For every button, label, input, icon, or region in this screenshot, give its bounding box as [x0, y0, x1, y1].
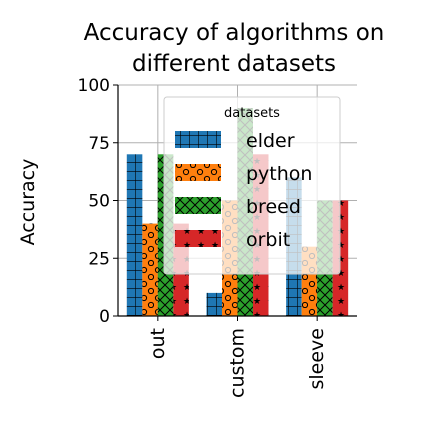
legend-item: orbit	[175, 229, 290, 251]
y-tick-label: 0	[99, 307, 110, 327]
legend-swatch-hatch	[175, 131, 221, 148]
legend-item: python	[175, 163, 312, 185]
legend-label: elder	[246, 130, 295, 152]
bar	[142, 223, 158, 316]
legend: datasets elder python breed orbit	[163, 96, 341, 275]
legend-label: python	[246, 163, 312, 185]
y-tick-label: 75	[88, 134, 110, 154]
bar-hatch	[206, 292, 222, 316]
bar	[126, 154, 143, 316]
chart-title-line-2: different datasets	[132, 51, 336, 77]
legend-label: orbit	[246, 229, 290, 251]
legend-swatch-hatch	[175, 197, 221, 214]
y-axis-label: Accuracy	[17, 159, 39, 246]
bar-hatch	[142, 223, 158, 316]
legend-swatch-hatch	[175, 230, 221, 247]
bar-hatch	[126, 154, 143, 316]
chart-title-line-1: Accuracy of algorithms on	[84, 20, 385, 46]
y-tick-label: 100	[78, 76, 110, 96]
legend-title: datasets	[224, 106, 280, 121]
x-tick-label: sleeve	[306, 328, 328, 390]
legend-item: breed	[175, 196, 301, 218]
x-tick-label: out	[147, 328, 169, 359]
legend-label: breed	[246, 196, 301, 218]
legend-swatch-hatch	[175, 164, 221, 181]
bar	[206, 292, 222, 316]
x-tick-label: custom	[227, 328, 249, 398]
y-tick-label: 50	[88, 192, 110, 212]
axes: 0 25 50 75 100 out custom sleeve	[78, 76, 357, 398]
y-tick-label: 25	[88, 249, 110, 269]
chart-title: Accuracy of algorithms on different data…	[84, 20, 385, 77]
legend-item: elder	[175, 130, 295, 152]
